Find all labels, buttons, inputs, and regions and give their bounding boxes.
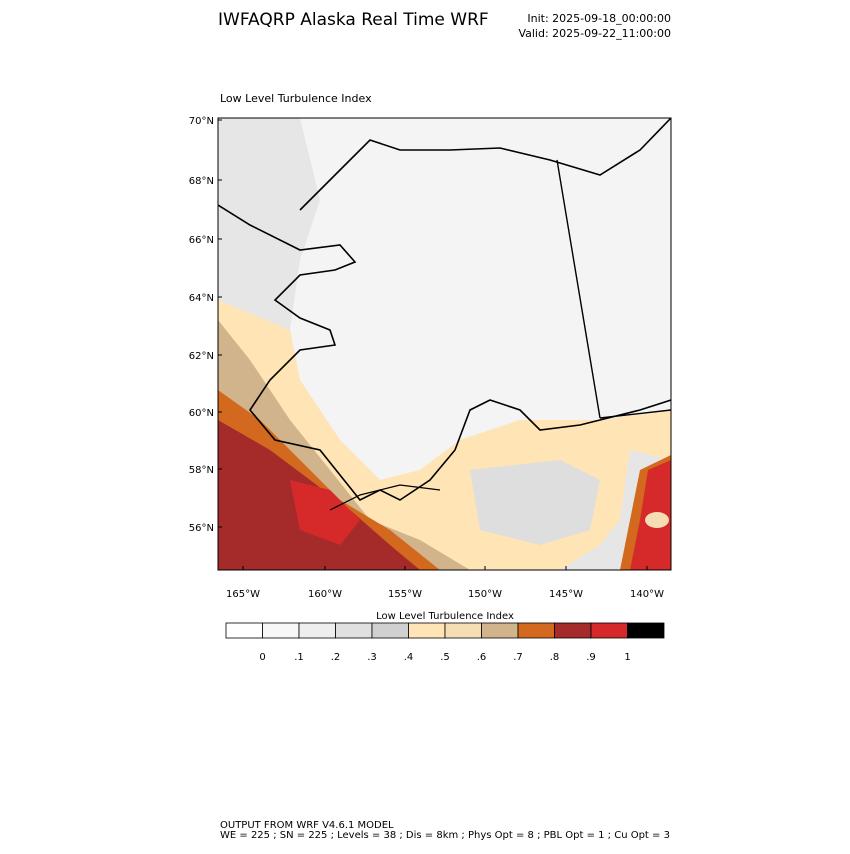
colorbar-box <box>627 622 665 639</box>
colorbar-label: .5 <box>440 652 450 663</box>
lat-label: 58°N <box>189 465 214 476</box>
valid-time: Valid: 2025-09-22_11:00:00 <box>518 27 671 40</box>
lon-label: 165°W <box>226 589 260 600</box>
colorbar-box <box>262 622 300 639</box>
colorbar-box <box>517 622 555 639</box>
lon-label: 150°W <box>468 589 502 600</box>
lon-label: 160°W <box>308 589 342 600</box>
lat-label: 68°N <box>189 176 214 187</box>
colorbar-box <box>590 622 628 639</box>
colorbar-box <box>225 622 263 639</box>
colorbar-box <box>408 622 446 639</box>
colorbar-box <box>554 622 592 639</box>
lon-label: 140°W <box>630 589 664 600</box>
lat-label: 66°N <box>189 235 214 246</box>
footer-2: WE = 225 ; SN = 225 ; Levels = 38 ; Dis … <box>220 830 670 841</box>
lat-label: 64°N <box>189 293 214 304</box>
colorbar-label: .3 <box>367 652 377 663</box>
lon-label: 145°W <box>549 589 583 600</box>
title: IWFAQRP Alaska Real Time WRF <box>218 10 489 30</box>
lat-label: 60°N <box>189 408 214 419</box>
colorbar-label: 1 <box>624 652 630 663</box>
colorbar-label: 0 <box>259 652 265 663</box>
map-title: Low Level Turbulence Index <box>220 92 372 105</box>
lat-label: 70°N <box>189 116 214 127</box>
colorbar-box <box>444 622 482 639</box>
colorbar-box <box>481 622 519 639</box>
colorbar-box <box>298 622 336 639</box>
colorbar-box <box>371 622 409 639</box>
colorbar-label: .9 <box>586 652 596 663</box>
footer-1: OUTPUT FROM WRF V4.6.1 MODEL <box>220 820 394 831</box>
lat-label: 56°N <box>189 523 214 534</box>
colorbar-label: .8 <box>550 652 560 663</box>
lat-label: 62°N <box>189 351 214 362</box>
colorbar-label: .1 <box>294 652 304 663</box>
init-time: Init: 2025-09-18_00:00:00 <box>527 12 671 25</box>
colorbar-label: .6 <box>477 652 487 663</box>
colorbar-box <box>335 622 373 639</box>
lon-label: 155°W <box>388 589 422 600</box>
colorbar-label: .4 <box>404 652 414 663</box>
colorbar-label: .2 <box>331 652 341 663</box>
map-frame <box>217 117 672 571</box>
colorbar-title: Low Level Turbulence Index <box>376 611 514 622</box>
colorbar-label: .7 <box>513 652 523 663</box>
map-field <box>218 118 671 570</box>
